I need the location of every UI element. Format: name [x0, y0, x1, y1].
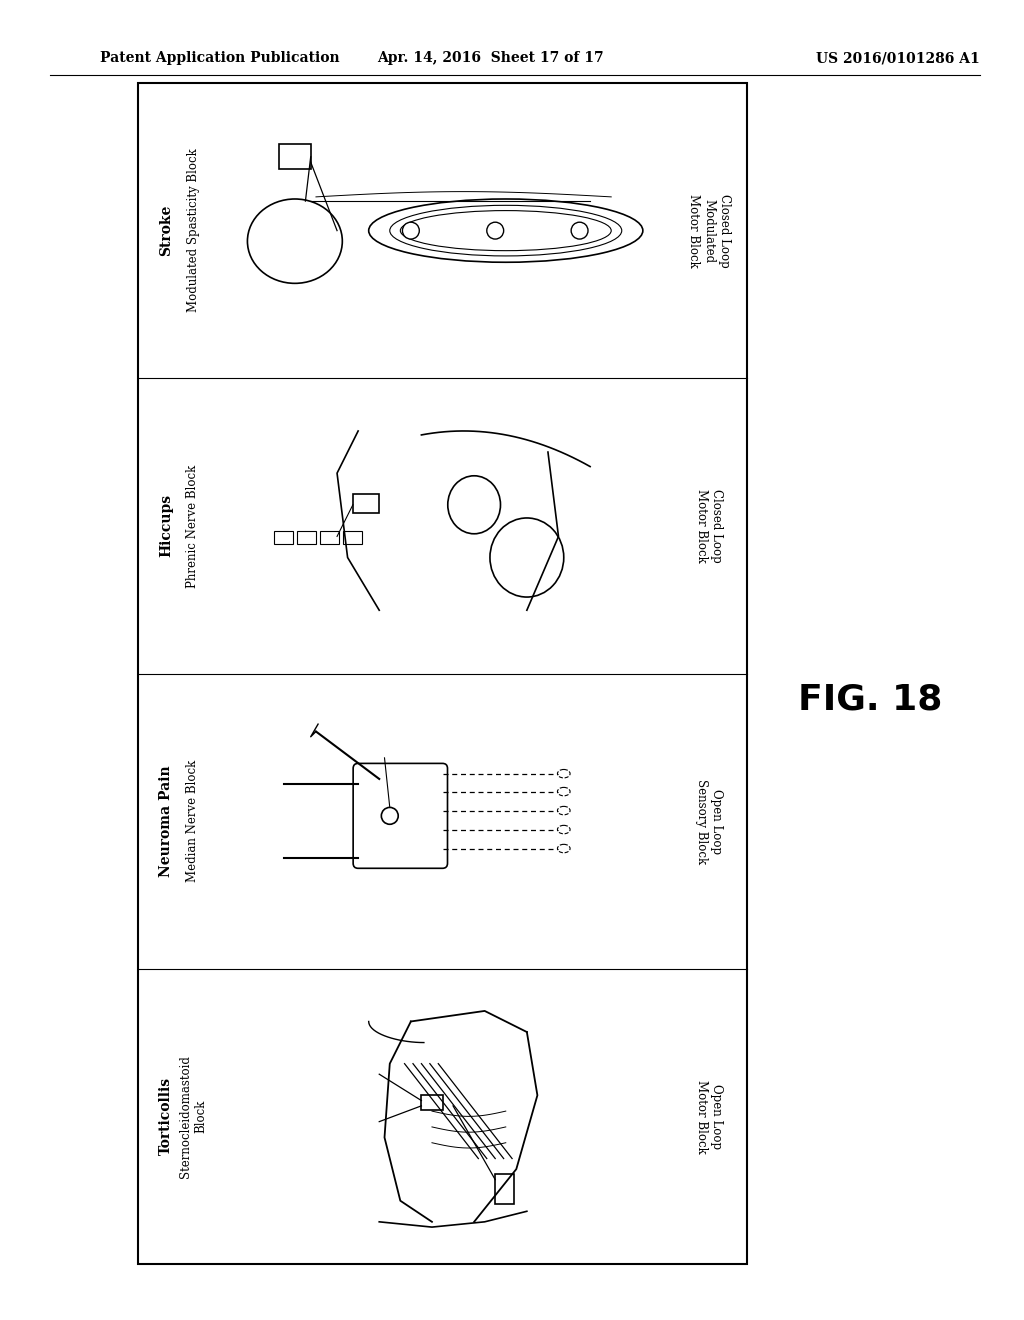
Text: Modulated Spasticity Block: Modulated Spasticity Block [186, 149, 200, 313]
Ellipse shape [400, 211, 611, 251]
Circle shape [381, 808, 398, 824]
Text: Hiccups: Hiccups [159, 494, 173, 557]
Ellipse shape [557, 770, 570, 777]
Text: Median Nerve Block: Median Nerve Block [186, 760, 200, 882]
Ellipse shape [557, 845, 570, 853]
Ellipse shape [557, 825, 570, 834]
Ellipse shape [369, 199, 643, 263]
Text: FIG. 18: FIG. 18 [798, 682, 942, 717]
Ellipse shape [557, 788, 570, 796]
Circle shape [402, 222, 419, 239]
Bar [297, 531, 316, 544]
Circle shape [486, 222, 504, 239]
Text: Closed Loop
Motor Block: Closed Loop Motor Block [695, 488, 723, 562]
Bar [321, 531, 339, 544]
Bar [422, 1096, 442, 1110]
Bar [343, 531, 362, 544]
Text: Neuroma Pain: Neuroma Pain [159, 766, 173, 876]
Ellipse shape [557, 807, 570, 814]
Bar [280, 144, 310, 169]
Text: Phrenic Nerve Block: Phrenic Nerve Block [186, 465, 200, 587]
Ellipse shape [248, 199, 342, 284]
Ellipse shape [489, 517, 564, 597]
Ellipse shape [390, 206, 622, 256]
Text: Apr. 14, 2016  Sheet 17 of 17: Apr. 14, 2016 Sheet 17 of 17 [377, 51, 603, 65]
Circle shape [571, 222, 588, 239]
Bar [496, 1175, 514, 1204]
FancyBboxPatch shape [353, 763, 447, 869]
Text: Open Loop
Sensory Block: Open Loop Sensory Block [695, 779, 723, 863]
Text: Sternocleidomastoid
Block: Sternocleidomastoid Block [179, 1055, 207, 1177]
Ellipse shape [447, 475, 501, 533]
Text: Closed Loop
Modulated
Motor Block: Closed Loop Modulated Motor Block [687, 194, 730, 268]
Text: Torticollis: Torticollis [159, 1077, 173, 1155]
Text: Open Loop
Motor Block: Open Loop Motor Block [695, 1080, 723, 1154]
Bar [353, 494, 379, 513]
Text: Patent Application Publication: Patent Application Publication [100, 51, 340, 65]
Text: Stroke: Stroke [159, 205, 173, 256]
Bar [273, 531, 293, 544]
Bar [138, 83, 746, 1265]
Text: US 2016/0101286 A1: US 2016/0101286 A1 [816, 51, 980, 65]
